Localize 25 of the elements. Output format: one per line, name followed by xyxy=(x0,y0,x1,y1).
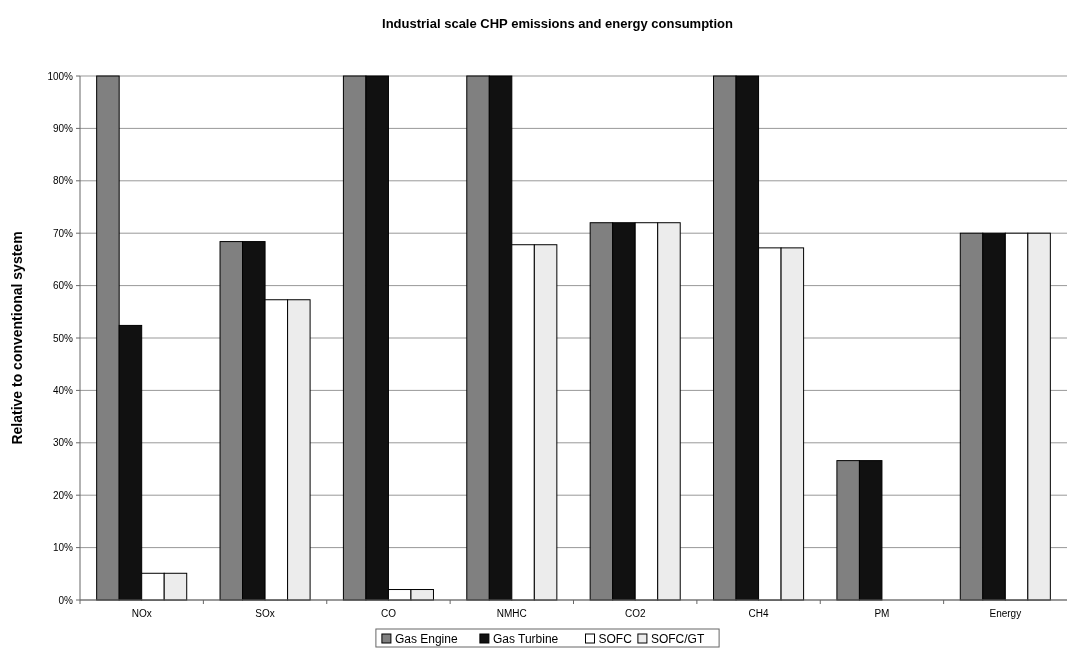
x-tick-label: Energy xyxy=(989,608,1022,619)
y-tick-label: 90% xyxy=(52,122,74,134)
x-tick-label: SOx xyxy=(255,608,275,619)
y-tick-label: 10% xyxy=(52,542,74,554)
y-tick-label: 60% xyxy=(52,280,74,292)
x-tick-label: CO xyxy=(380,608,397,619)
x-tick-label: NMHC xyxy=(496,608,527,619)
x-tick-label: PM xyxy=(874,608,890,619)
legend-label: Gas Engine xyxy=(394,632,458,646)
y-tick-label: 0% xyxy=(58,594,74,606)
legend-label: Gas Turbine xyxy=(492,632,559,646)
x-tick-label: NOx xyxy=(131,608,152,619)
y-tick-label: 20% xyxy=(52,489,74,501)
legend-label: SOFC xyxy=(598,632,633,646)
x-tick-label: CO2 xyxy=(624,608,646,619)
y-tick-label: 100% xyxy=(47,70,74,82)
y-tick-label: 40% xyxy=(52,384,74,396)
y-tick-label: 50% xyxy=(52,332,74,344)
y-axis-title: Relative to conventional system xyxy=(9,231,25,445)
y-tick-label: 80% xyxy=(52,175,74,187)
y-tick-label: 30% xyxy=(52,437,74,449)
x-tick-label: CH4 xyxy=(748,608,769,619)
y-tick-label: 70% xyxy=(52,227,74,239)
chart-title: Industrial scale CHP emissions and energy consumption xyxy=(382,16,733,31)
legend-label: SOFC/GT xyxy=(650,632,705,646)
